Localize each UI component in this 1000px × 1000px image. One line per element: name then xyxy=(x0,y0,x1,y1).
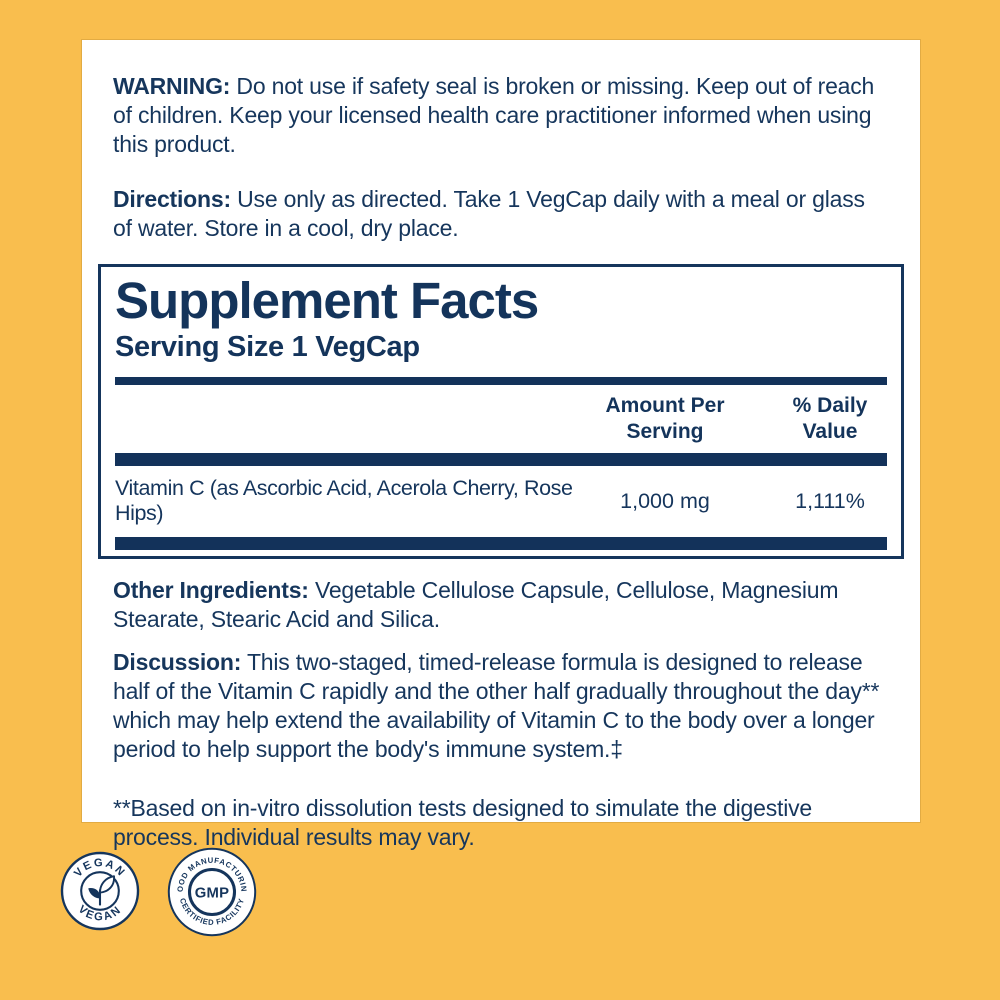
label-panel: WARNING: Do not use if safety seal is br… xyxy=(82,40,920,850)
warning-label: WARNING: xyxy=(113,73,231,99)
gmp-badge: GMP GOOD MANUFACTURING CERTIFIED FACILIT… xyxy=(167,847,257,937)
other-ingredients-label: Other Ingredients: xyxy=(113,577,309,603)
ingredient-amount: 1,000 mg xyxy=(620,488,710,513)
ingredient-name: Vitamin C (as Ascorbic Acid, Acerola Che… xyxy=(115,476,573,525)
column-header-daily-value: % Daily Value xyxy=(792,394,868,443)
divider-thick-bottom xyxy=(115,537,887,550)
warning-paragraph: WARNING: Do not use if safety seal is br… xyxy=(98,72,904,159)
supplement-facts-title: Supplement Facts xyxy=(115,272,539,329)
supplement-facts-box: Supplement Facts Serving Size 1 VegCap A… xyxy=(98,264,904,559)
divider-thin xyxy=(115,377,887,385)
other-ingredients-paragraph: Other Ingredients: Vegetable Cellulose C… xyxy=(98,576,904,634)
vegan-badge-inner-circle xyxy=(80,871,120,911)
directions-text: Use only as directed. Take 1 VegCap dail… xyxy=(113,186,865,241)
warning-text: Do not use if safety seal is broken or m… xyxy=(113,73,875,157)
gmp-badge-inner-circle xyxy=(187,867,237,917)
discussion-label: Discussion: xyxy=(113,649,242,675)
ingredient-daily-value: 1,111% xyxy=(795,488,865,513)
directions-label: Directions: xyxy=(113,186,231,212)
other-ingredients-text: Vegetable Cellulose Capsule, Cellulose, … xyxy=(113,577,839,632)
gmp-badge-center-text: GMP xyxy=(195,885,230,901)
discussion-paragraph: Discussion: This two-staged, timed-relea… xyxy=(98,648,904,764)
directions-paragraph: Directions: Use only as directed. Take 1… xyxy=(98,185,904,243)
table-row: Vitamin C (as Ascorbic Acid, Acerola Che… xyxy=(115,476,887,526)
serving-size: Serving Size 1 VegCap xyxy=(115,331,420,363)
discussion-text: This two-staged, timed-release formula i… xyxy=(113,649,880,762)
divider-thick-top xyxy=(115,453,887,466)
footnote-paragraph: **Based on in-vitro dissolution tests de… xyxy=(113,795,813,850)
sprout-icon xyxy=(88,875,115,906)
vegan-badge: VEGAN VEGAN xyxy=(60,851,140,931)
column-header-amount: Amount Per Serving xyxy=(605,394,725,443)
facts-table-header: Amount Per Serving % Daily Value xyxy=(115,393,887,445)
